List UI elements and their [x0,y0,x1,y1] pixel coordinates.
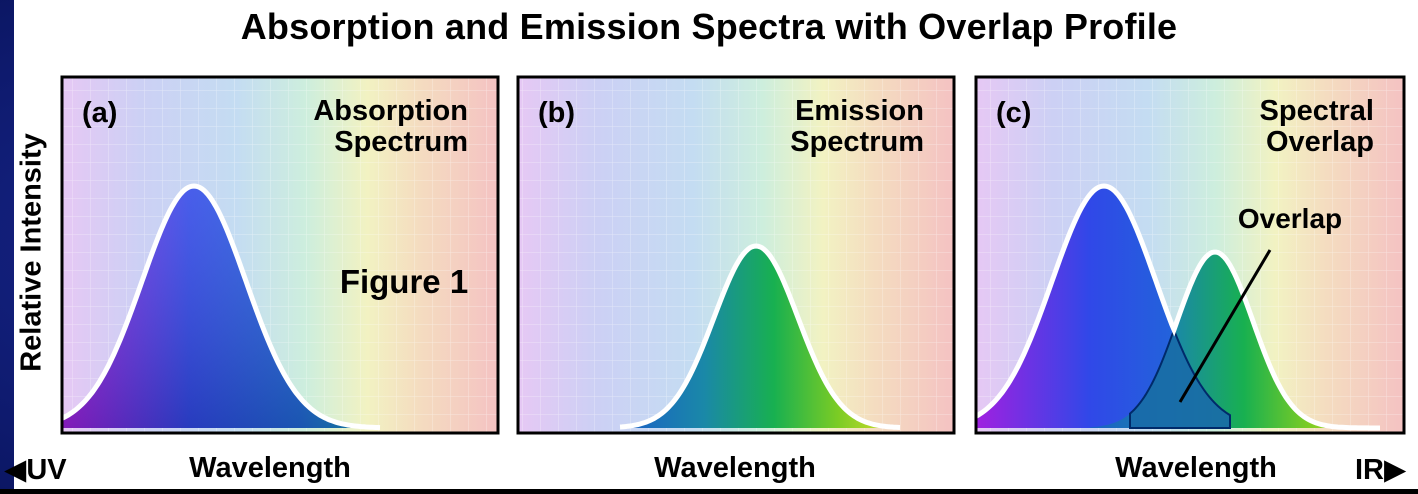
absorption-curve-shade [62,186,380,428]
panel-curves [62,183,381,431]
panel-curves [976,183,1380,431]
emission-curve-fill [620,246,900,428]
x-axis-label-b: Wavelength [654,452,816,484]
panel-border [516,75,956,435]
ir-edge-label: IR▶ [1355,452,1406,487]
panel-title-line: Overlap [1266,126,1374,158]
figure-number-label: Figure 1 [340,263,468,300]
overlap-callout-line [1178,249,1272,403]
panel-curves [619,243,901,430]
emission-curve-outline [619,243,901,430]
overlap-curve-outline [976,183,1380,431]
panel-border [974,75,1406,435]
panel-title-line: Absorption [313,95,468,127]
panel-title-line: Spectrum [790,126,924,158]
overlap-region [1129,327,1231,429]
uv-edge-label: ◀UV [4,452,67,487]
x-axis-label-c: Wavelength [1115,452,1277,484]
left-arrow-icon: ◀ [4,452,27,486]
panel-letter: (a) [82,97,117,129]
overlap-callout-label: Overlap [1238,203,1342,234]
panel-title-line: Emission [795,95,924,127]
panel-letter: (b) [538,97,575,129]
x-axis-label-a: Wavelength [189,452,351,484]
panel-letter: (c) [996,97,1031,129]
panel-border [60,75,500,435]
panel-title-line: Spectrum [334,126,468,158]
right-arrow-icon: ▶ [1384,452,1407,486]
absorption-curve-outline [62,183,381,431]
panel-title-line: Spectral [1260,95,1374,127]
figure-title: Absorption and Emission Spectra with Ove… [240,6,1178,47]
uv-label: UV [26,454,67,486]
ir-label: IR [1355,454,1384,486]
y-axis-label: Relative Intensity [15,133,48,372]
